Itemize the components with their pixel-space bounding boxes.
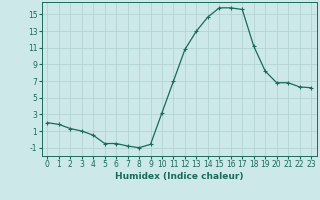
X-axis label: Humidex (Indice chaleur): Humidex (Indice chaleur) <box>115 172 244 181</box>
